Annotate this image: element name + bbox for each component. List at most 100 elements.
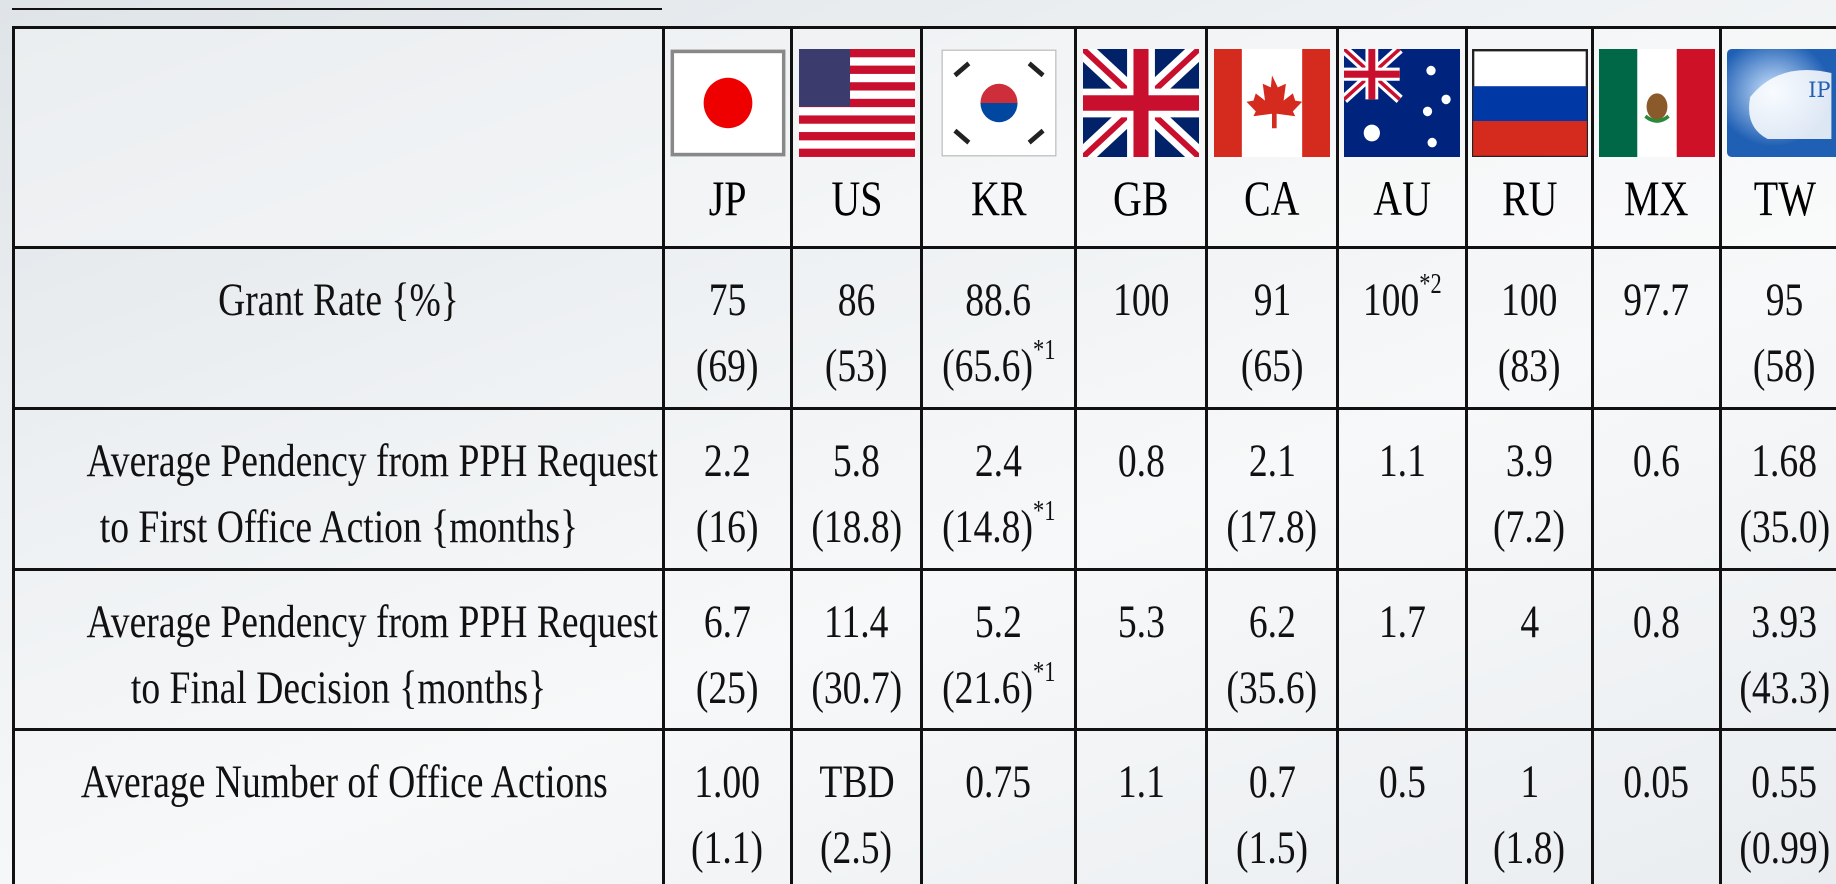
value-line: 2.4 bbox=[923, 428, 1074, 494]
value: 0.8 bbox=[1118, 435, 1165, 487]
row-label: to Final Decision {months} bbox=[131, 655, 546, 721]
value-wrap: (35.6) bbox=[1227, 655, 1318, 721]
column-code-wrap: GB bbox=[1077, 157, 1205, 233]
row-label-line: Average Pendency from PPH Request bbox=[15, 428, 662, 494]
footnote-mark: *1 bbox=[1033, 335, 1055, 366]
prior-value: (65.6) bbox=[942, 340, 1033, 392]
value-cell: 4 bbox=[1467, 570, 1593, 730]
column-code: CA bbox=[1244, 163, 1300, 233]
value: 0.55 bbox=[1752, 756, 1818, 808]
column-code-wrap: KR bbox=[923, 157, 1074, 233]
value-line: 0.8 bbox=[1594, 589, 1719, 655]
prior-value: (53) bbox=[825, 340, 888, 392]
value-line: 1.7 bbox=[1339, 589, 1465, 655]
value: 91 bbox=[1253, 274, 1291, 326]
value-line: (2.5) bbox=[793, 815, 920, 881]
value-wrap: 0.75 bbox=[966, 749, 1032, 815]
row-label: to First Office Action {months} bbox=[99, 494, 577, 560]
prior-value: (69) bbox=[696, 340, 759, 392]
value-wrap: (1.1) bbox=[691, 815, 763, 881]
value-line: 6.2 bbox=[1208, 589, 1336, 655]
value: 2.4 bbox=[975, 435, 1022, 487]
value: 11.4 bbox=[824, 596, 888, 648]
value-line: (30.7) bbox=[793, 655, 920, 721]
value-line: (43.3) bbox=[1722, 655, 1836, 721]
column-code-wrap: TW bbox=[1722, 157, 1836, 233]
value: 1.00 bbox=[695, 756, 761, 808]
value-wrap: 91 bbox=[1253, 267, 1291, 333]
value-wrap: 1.00 bbox=[695, 749, 761, 815]
rule bbox=[12, 8, 662, 10]
value-line: 0.6 bbox=[1594, 428, 1719, 494]
value: 0.8 bbox=[1633, 596, 1680, 648]
value-wrap: 2.2 bbox=[704, 428, 751, 494]
value-wrap: 2.1 bbox=[1249, 428, 1296, 494]
prior-value: (1.5) bbox=[1236, 822, 1308, 874]
value: 86 bbox=[838, 274, 876, 326]
value-cell: 91 (65) bbox=[1207, 248, 1338, 409]
prior-value: (16) bbox=[696, 501, 759, 553]
value-cell: 0.5 bbox=[1338, 730, 1467, 884]
value-line: 100 bbox=[1468, 267, 1591, 333]
value-line: 0.05 bbox=[1594, 749, 1719, 815]
value-wrap: (18.8) bbox=[811, 494, 902, 560]
value-wrap: 100 bbox=[1113, 267, 1169, 333]
value-line: (83) bbox=[1468, 333, 1591, 399]
value-wrap: TBD bbox=[819, 749, 894, 815]
column-code-wrap: CA bbox=[1208, 157, 1336, 233]
value-wrap: 5.2 bbox=[975, 589, 1022, 655]
header-row: JPUSKRGBCAAURUMXIPOTW bbox=[14, 28, 1836, 248]
column-header: AU bbox=[1338, 28, 1467, 248]
value: 4 bbox=[1520, 596, 1539, 648]
value-wrap: 100*2 bbox=[1363, 267, 1442, 333]
value-cell: 3.93(43.3) bbox=[1721, 570, 1836, 730]
value: 75 bbox=[709, 274, 747, 326]
value-line: (7.2) bbox=[1468, 494, 1591, 560]
value-line: 3.9 bbox=[1468, 428, 1591, 494]
row-label-line: Average Pendency from PPH Request bbox=[15, 589, 662, 655]
prior-value: (25) bbox=[696, 662, 759, 714]
column-header: KR bbox=[922, 28, 1076, 248]
value-cell: 5.2(21.6)*1 bbox=[922, 570, 1076, 730]
value-cell: 1(1.8) bbox=[1467, 730, 1593, 884]
column-code-wrap: MX bbox=[1594, 157, 1719, 233]
value-line: (53) bbox=[793, 333, 920, 399]
value-wrap: 5.3 bbox=[1118, 589, 1165, 655]
value-line: 6.7 bbox=[665, 589, 790, 655]
value-cell: 1.1 bbox=[1338, 409, 1467, 570]
value: 2.2 bbox=[704, 435, 751, 487]
row-label-line: to First Office Action {months} bbox=[15, 494, 662, 560]
column-code: US bbox=[831, 163, 882, 233]
value: 2.1 bbox=[1249, 435, 1296, 487]
value-line: (17.8) bbox=[1208, 494, 1336, 560]
value-wrap: (2.5) bbox=[820, 815, 892, 881]
prior-value: (17.8) bbox=[1227, 501, 1318, 553]
value: 1.68 bbox=[1752, 435, 1818, 487]
column-code-wrap: US bbox=[793, 157, 920, 233]
column-header: JP bbox=[664, 28, 792, 248]
flag: IPO bbox=[1727, 49, 1836, 157]
value-wrap: (65.6)*1 bbox=[942, 333, 1055, 399]
value-line: (14.8)*1 bbox=[923, 494, 1074, 560]
flag bbox=[1599, 49, 1715, 157]
value-wrap: (65) bbox=[1241, 333, 1304, 399]
value-wrap: 1.7 bbox=[1379, 589, 1426, 655]
value-line: 1.1 bbox=[1077, 749, 1205, 815]
prior-value: (65) bbox=[1241, 340, 1304, 392]
value: 100 bbox=[1363, 274, 1419, 326]
value: 5.2 bbox=[975, 596, 1022, 648]
prior-value: (2.5) bbox=[820, 822, 892, 874]
value-line: 4 bbox=[1468, 589, 1591, 655]
column-header: CA bbox=[1207, 28, 1338, 248]
value-cell: 0.55(0.99) bbox=[1721, 730, 1836, 884]
value: 0.05 bbox=[1624, 756, 1690, 808]
value-wrap: (53) bbox=[825, 333, 888, 399]
prior-value: (30.7) bbox=[811, 662, 902, 714]
value-wrap: (25) bbox=[696, 655, 759, 721]
value-line: (69) bbox=[665, 333, 790, 399]
column-code: TW bbox=[1753, 163, 1815, 233]
